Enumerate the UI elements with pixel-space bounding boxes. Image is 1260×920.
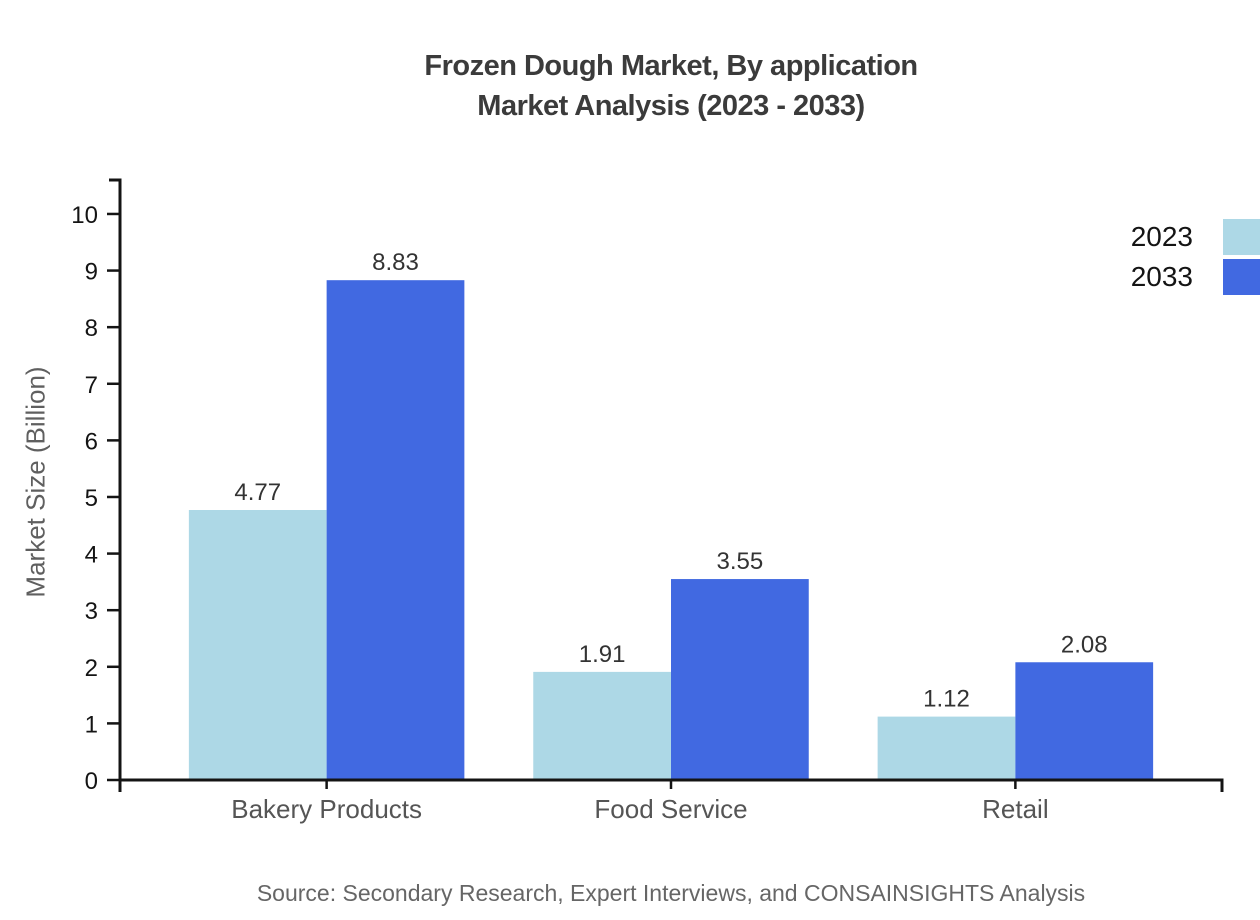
y-tick-label-5: 5 [85,485,98,512]
chart-title-line2: Market Analysis (2023 - 2033) [477,90,865,122]
bar-bakery-products-2023 [188,510,327,780]
y-tick-label-6: 6 [85,428,98,455]
value-label-bakery-products-2033: 8.83 [372,249,419,276]
bar-food-service-2023 [533,671,671,780]
value-label-retail-2023: 1.12 [923,686,970,713]
y-axis-title: Market Size (Billion) [20,366,51,598]
y-tick-label-8: 8 [85,315,98,342]
chart-title-line1: Frozen Dough Market, By application [424,50,918,82]
x-axis-line [118,778,1224,792]
value-label-food-service-2023: 1.91 [579,641,626,668]
y-tick-label-0: 0 [85,768,98,795]
source-note: Source: Secondary Research, Expert Inter… [256,880,1086,906]
bar-food-service-2033 [671,579,809,780]
y-tick-label-10: 10 [71,202,98,229]
y-axis-line [109,178,122,780]
value-label-retail-2033: 2.08 [1061,631,1108,658]
y-tick-label-1: 1 [85,711,98,738]
y-tick-label-4: 4 [85,542,98,569]
legend-swatch-2023 [1223,219,1260,255]
value-label-bakery-products-2023: 4.77 [234,479,281,506]
legend-label-2023: 2023 [1130,221,1193,252]
y-tick-label-2: 2 [85,655,98,682]
legend-label-2033: 2033 [1130,261,1193,292]
legend: 2023 2033 [1131,219,1260,295]
bar-retail-2023 [877,716,1016,780]
chart-title: Frozen Dough Market, By application Mark… [120,46,1222,126]
category-label-retail: Retail [982,794,1048,824]
value-label-food-service-2033: 3.55 [717,548,764,575]
category-label-bakery-products: Bakery Products [231,794,422,824]
y-tick-label-7: 7 [85,372,98,399]
y-tick-label-3: 3 [85,598,98,625]
bar-retail-2033 [1015,662,1154,780]
bar-bakery-products-2033 [326,280,465,780]
legend-item-2033: 2033 [1131,259,1260,295]
y-tick-label-9: 9 [85,259,98,286]
legend-item-2023: 2023 [1131,219,1260,255]
category-label-food-service: Food Service [594,794,747,824]
legend-swatch-2033 [1223,259,1260,295]
